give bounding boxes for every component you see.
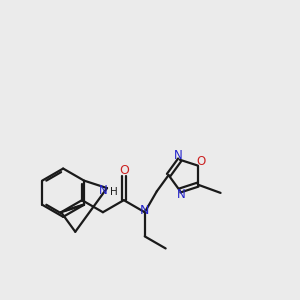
Text: H: H: [110, 188, 117, 197]
Text: N: N: [174, 149, 183, 162]
Text: O: O: [196, 155, 206, 168]
Text: N: N: [140, 204, 149, 217]
Text: O: O: [119, 164, 129, 177]
Text: N: N: [99, 184, 108, 197]
Text: N: N: [177, 188, 186, 201]
